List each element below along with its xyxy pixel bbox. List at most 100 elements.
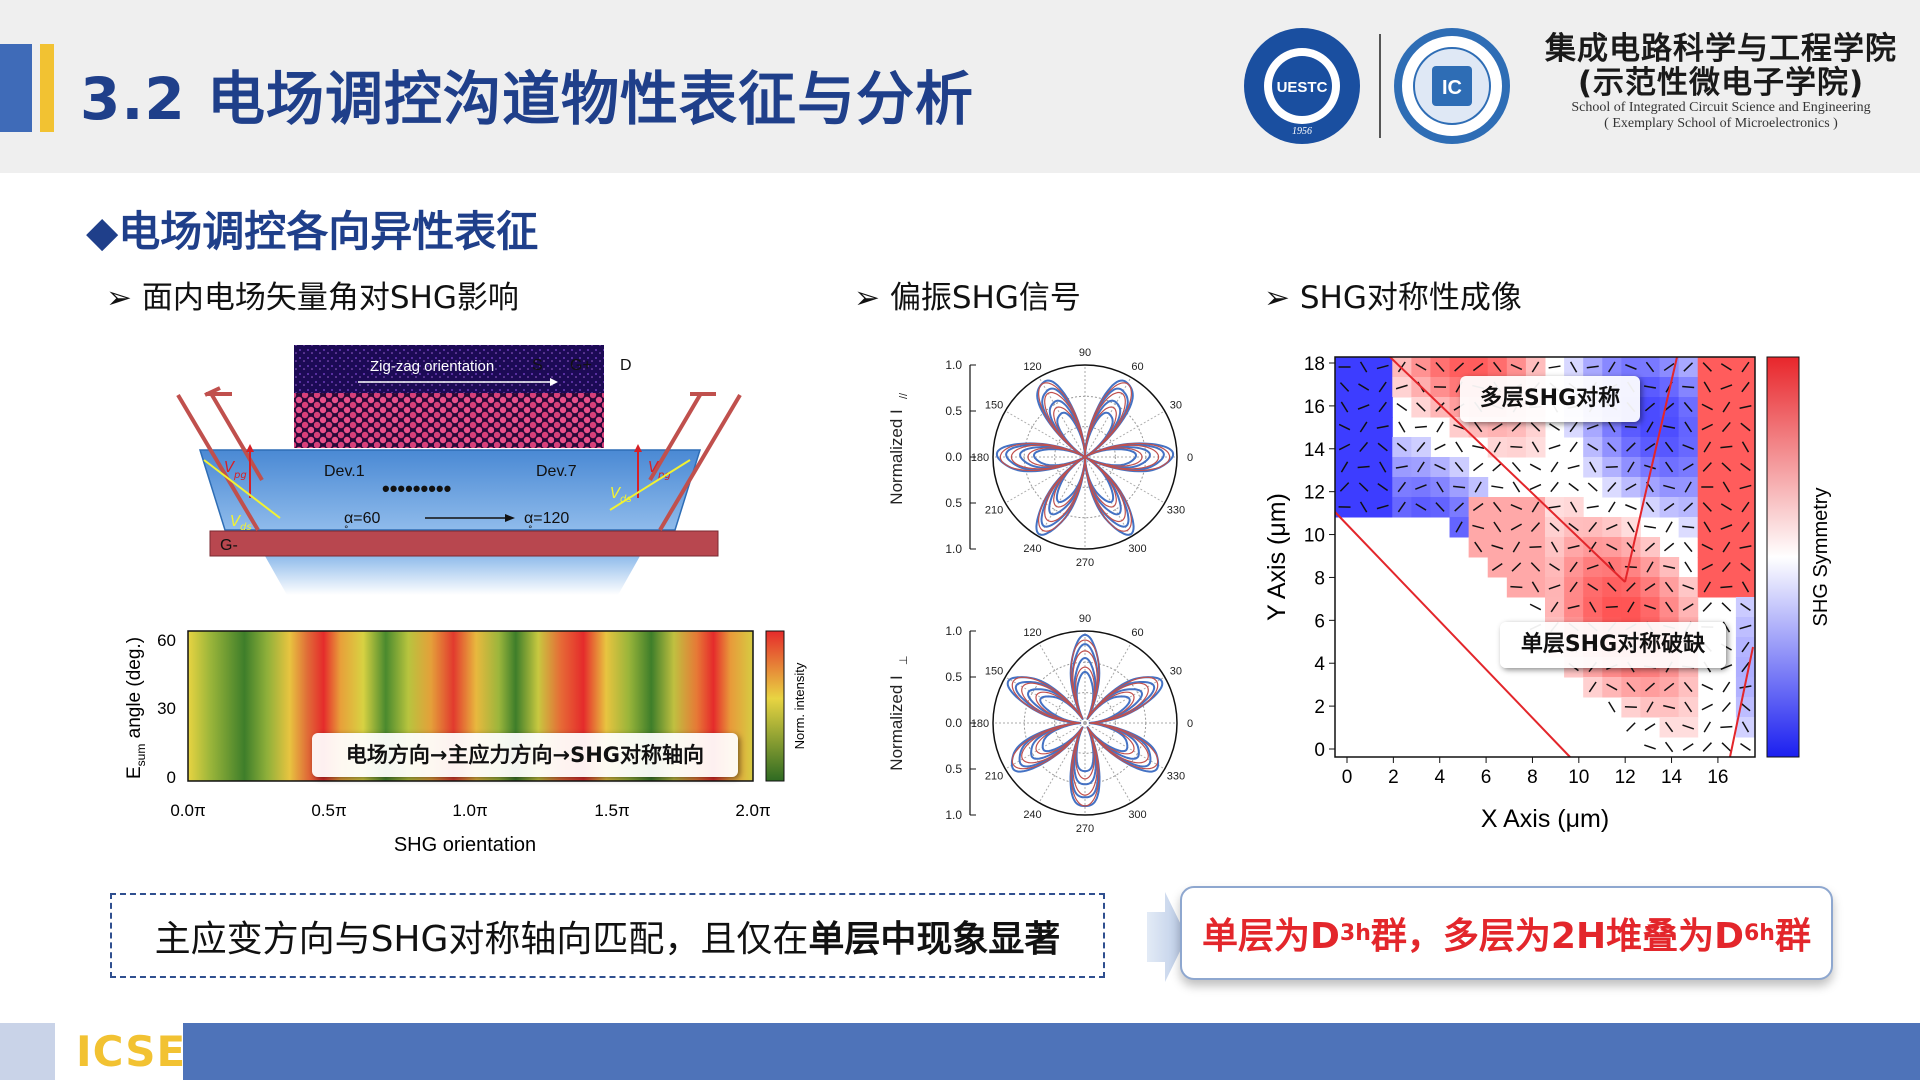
symmap-vector	[1625, 504, 1637, 510]
polar-ylabel: Normalized I //	[887, 392, 910, 505]
symmap-vector	[1474, 541, 1483, 553]
symmap-vector	[1626, 682, 1636, 692]
symmap-vector	[1741, 721, 1750, 733]
symmap-vector	[1586, 505, 1599, 509]
symmap-vector	[1359, 421, 1368, 433]
symmap-vector	[1627, 461, 1635, 473]
symmap-xtick: 0	[1342, 767, 1353, 788]
symmap-vector	[1512, 481, 1521, 493]
accent-bar-yellow	[40, 44, 54, 132]
symmap-vector	[1739, 405, 1752, 409]
symmap-vector	[1665, 521, 1673, 533]
polar-angle-label: 330	[1167, 505, 1185, 517]
symmap-vector	[1586, 564, 1599, 570]
polar-data-curve-3	[1032, 411, 1138, 504]
symmap-vector	[1624, 425, 1637, 429]
polar-data-curve-2	[1019, 399, 1151, 516]
uestc-logo-text: UESTC	[1277, 79, 1328, 96]
deg-mark-1: °	[344, 525, 349, 535]
symmap-vector	[1721, 421, 1731, 433]
symmap-xtick: 14	[1661, 767, 1683, 788]
symmap-boundary	[1729, 646, 1754, 758]
polar-angle-label: 60	[1131, 627, 1143, 639]
summary-box: 主应变方向与SHG对称轴向匹配，且仅在 单层中现象显著	[110, 893, 1105, 978]
university-logos: UESTC 1956 IC	[1244, 28, 1510, 144]
symmap-vector	[1663, 425, 1676, 429]
polar-angle-label: 300	[1128, 809, 1146, 821]
ic-logo: IC	[1394, 28, 1510, 144]
polar-ylabel-text: Normalized I	[887, 409, 906, 504]
symmap-vector	[1739, 545, 1752, 549]
polar-plot-top: 0 30 60 90 120 150 180 210 240 270 300 330 1.0 0.5 0.0…	[887, 347, 1193, 569]
heatmap-colorbar	[765, 630, 785, 782]
gate-electrode	[209, 530, 719, 557]
symmap-vector	[1682, 743, 1694, 751]
symmap-vector	[1701, 543, 1713, 551]
symmap-vector	[1417, 461, 1425, 473]
symmap-vector	[1664, 741, 1674, 753]
section-title: ◆电场调控各向异性表征	[86, 207, 539, 256]
vpg-sub-left: pg	[233, 470, 247, 481]
symmap-vector	[1740, 562, 1751, 572]
heatmap-yticks: 60 30 0	[157, 631, 176, 787]
symmap-vector	[1682, 444, 1695, 450]
symmap-vector	[1605, 605, 1618, 609]
polar-angle-label: 270	[1076, 823, 1094, 835]
symmap-vector	[1376, 425, 1389, 429]
symmap-xtick: 12	[1615, 767, 1636, 788]
symmap-vector	[1739, 624, 1752, 630]
symmap-callout-single: 单层SHG对称破缺	[1500, 622, 1726, 668]
symmap-vector	[1531, 441, 1540, 453]
result-p3: 群	[1774, 916, 1811, 957]
symmap-vector	[1510, 363, 1523, 371]
heatmap-xtick: 0.0π	[170, 801, 205, 820]
symmap-vector	[1511, 562, 1522, 572]
symmap-vector	[1626, 722, 1636, 732]
device-schematic: Zig-zag orientation G- Dev.1 Dev.7 •••••…	[176, 345, 742, 595]
polar-radial-label: 0.5	[945, 670, 962, 684]
probe-left-1	[176, 393, 260, 532]
stm-image-top	[294, 345, 604, 393]
polar-spoke	[1038, 722, 1086, 803]
vds-arrow-left	[203, 459, 281, 519]
polar-outer-ring	[992, 364, 1178, 550]
polar-spoke	[1084, 722, 1132, 803]
vds-arrow-right	[609, 459, 691, 511]
symmap-vector	[1455, 521, 1463, 533]
polar-angle-label: 210	[985, 505, 1003, 517]
symmap-vector	[1703, 381, 1712, 393]
symmap-vector	[1702, 362, 1712, 372]
polar-ylabel-sub: //	[898, 392, 910, 399]
symmap-ytick: 18	[1304, 354, 1325, 375]
symmap-vector	[1663, 682, 1675, 692]
symmap-vector	[1568, 482, 1579, 492]
symmap-vector	[1472, 502, 1484, 512]
symmap-vector	[1606, 683, 1618, 691]
heatmap-ytick: 0	[167, 768, 176, 787]
symmap-vector	[1665, 461, 1674, 473]
symmap-vector	[1702, 602, 1712, 612]
gminus-label: G-	[220, 537, 238, 554]
channel-body	[198, 449, 702, 531]
subtitle-left: ➢ 面内电场矢量角对SHG影响	[106, 280, 519, 316]
school-cn-1: 集成电路科学与工程学院	[1545, 31, 1897, 67]
svg-text:Esum angle (deg.): Esum angle (deg.)	[124, 637, 148, 779]
polar-angle-label: 300	[1128, 543, 1146, 555]
symmap-ytick: 6	[1314, 611, 1325, 632]
footer-block-blue	[183, 1023, 1920, 1080]
symmap-vector	[1548, 444, 1561, 450]
school-cn-2: (示范性微电子学院)	[1577, 65, 1865, 101]
symmetry-map: 0 2 4 6 8 10 12 14 16 0 2 4 6 8 10 12 14 16 18 X Axis (μm) Y…	[1263, 354, 1832, 833]
symmap-vector	[1359, 501, 1368, 513]
symmap-vector	[1550, 541, 1559, 553]
symmap-vector	[1663, 502, 1675, 512]
vds-label-right: V	[610, 484, 622, 502]
result-p2: 群，多层为2H堆叠为D	[1370, 916, 1744, 957]
symmap-vector	[1434, 443, 1446, 451]
symmap-vector	[1626, 442, 1636, 452]
heatmap-xticks: 0.0π 0.5π 1.0π 1.5π 2.0π	[170, 801, 770, 820]
heatmap-xtick: 0.5π	[311, 801, 346, 820]
symmap-vector	[1491, 423, 1503, 431]
symmap-vector	[1550, 461, 1559, 473]
symmap-vector	[1701, 703, 1713, 711]
